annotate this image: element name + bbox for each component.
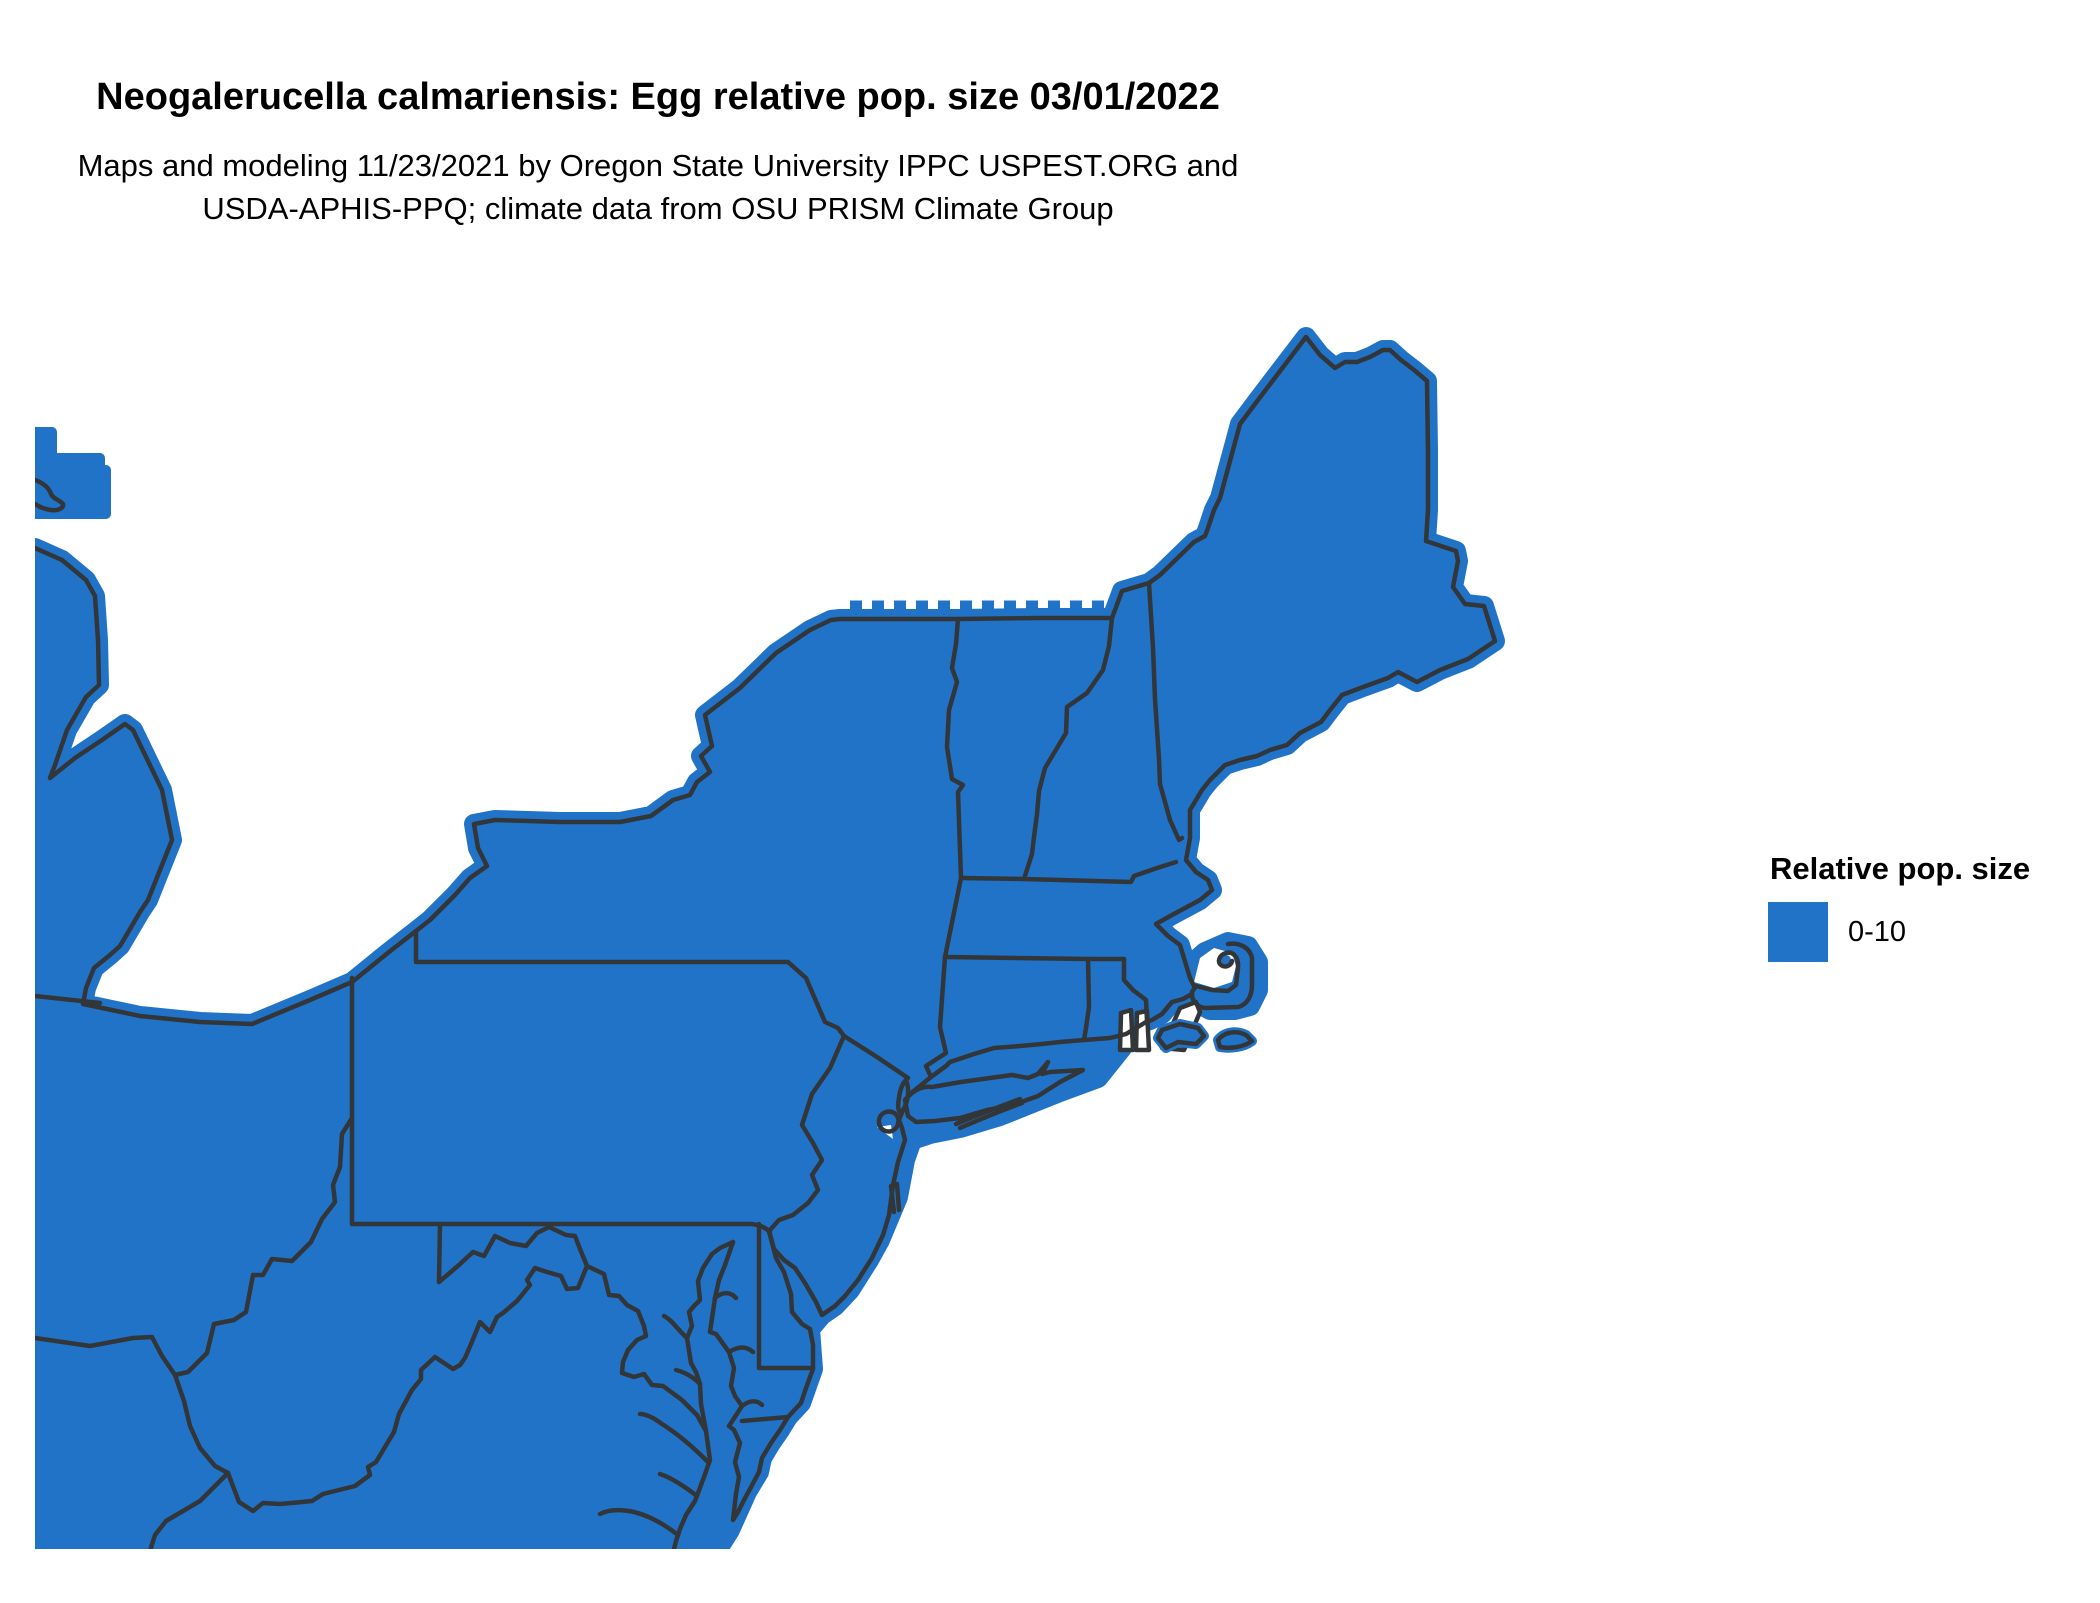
page-title: Neogalerucella calmariensis: Egg relativ… — [96, 76, 1220, 118]
border-md-va-potomac — [584, 1263, 709, 1434]
coast-barnegat-1 — [888, 1183, 897, 1215]
border-ny-nj — [841, 1033, 911, 1081]
border-vt-ny — [944, 616, 966, 881]
legend-item: 0-10 — [1768, 902, 2030, 962]
legend-swatch-0-10 — [1768, 902, 1828, 962]
coast-southern-new-england — [907, 991, 1195, 1097]
border-ky-va — [148, 1470, 231, 1549]
border-ma-ny — [942, 875, 964, 960]
border-oh-ky — [35, 1334, 178, 1378]
border-vt-nh-connecticut-river — [1021, 615, 1115, 882]
coast-fire-island-1 — [953, 1096, 1023, 1127]
coast-staten-island — [876, 1109, 901, 1134]
border-md-de — [756, 1221, 816, 1371]
state-borders — [35, 580, 1185, 1549]
title-block: Neogalerucella calmariensis: Egg relativ… — [0, 76, 1316, 230]
page-subtitle: Maps and modeling 11/23/2021 by Oregon S… — [0, 144, 1316, 230]
border-wv-va — [225, 1263, 590, 1514]
provincetown-curl — [1221, 955, 1231, 965]
raster-block-island — [1100, 1046, 1114, 1066]
coast-cape-cod-bay-hook — [1193, 950, 1241, 994]
coast-long-island — [902, 1059, 1086, 1125]
border-me-nh — [1146, 580, 1185, 843]
border-ct-ny — [923, 954, 949, 1080]
border-ny-pa — [413, 928, 847, 1039]
island-nantucket-outline — [1215, 1030, 1255, 1050]
coast-cape-cod-outer — [1189, 941, 1255, 1011]
island-marthas-vineyard-outline — [1155, 1021, 1207, 1051]
border-ma-south — [942, 954, 1127, 962]
narragansett-bay-west — [1117, 1007, 1136, 1053]
subtitle-line-1: Maps and modeling 11/23/2021 by Oregon S… — [77, 148, 1239, 183]
border-mi-oh — [35, 993, 103, 1006]
border-ri-ma — [1121, 956, 1150, 1024]
chesapeake-tributaries-east — [712, 1290, 765, 1409]
coastlines — [35, 334, 1498, 1549]
border-ct-ri — [1081, 956, 1092, 1043]
coast-fire-island-2 — [957, 1100, 1025, 1131]
border-wv-md-west — [436, 1221, 443, 1285]
raster-michigan-up — [35, 427, 111, 519]
border-ma-north — [958, 859, 1179, 885]
border-md-va-delmarva — [739, 1414, 791, 1424]
border-wv-ky — [172, 1372, 231, 1476]
border-pa-nj-delaware-river — [766, 1033, 847, 1234]
subtitle-line-2: USDA-APHIS-PPQ; climate data from OSU PR… — [202, 191, 1114, 226]
coast-lakes-canada-maine — [35, 334, 1498, 1027]
legend: Relative pop. size 0-10 — [1768, 852, 2030, 962]
coast-barnegat-2 — [894, 1181, 902, 1213]
coast-michigan-up-fragment — [35, 477, 66, 513]
legend-label: 0-10 — [1848, 915, 1907, 948]
virginia-rivers — [597, 1411, 711, 1538]
raster-block-island-2 — [1114, 1053, 1122, 1061]
coast-chesapeake-west — [671, 1239, 736, 1549]
border-md-wv-potomac — [436, 1224, 590, 1285]
legend-title: Relative pop. size — [1770, 851, 2031, 886]
border-oh-wv-ohio-river — [172, 1115, 355, 1378]
coast-manhattan — [895, 1077, 911, 1115]
coast-ny-harbor — [896, 1107, 908, 1143]
chesapeake-tributaries-west — [661, 1313, 703, 1387]
